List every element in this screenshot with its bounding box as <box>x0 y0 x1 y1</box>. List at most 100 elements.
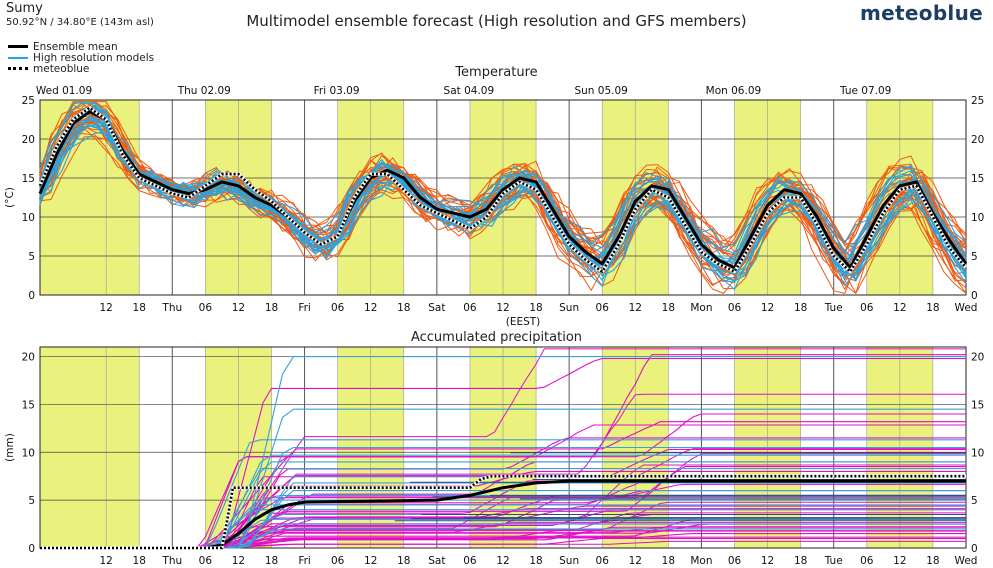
y-tick-label-right: 5 <box>971 495 978 507</box>
legend-label-high-resolution: High resolution models <box>33 51 155 64</box>
chart-legend: Ensemble mean High resolution models met… <box>8 40 155 75</box>
y-tick-label-left: 10 <box>22 447 35 459</box>
x-tick-label: 12 <box>232 555 245 567</box>
x-tick-label: 18 <box>133 555 146 567</box>
x-tick-label: 06 <box>331 302 345 314</box>
x-tick-label: Sun <box>559 302 579 314</box>
daylight-band <box>40 100 140 295</box>
meteoblue-temperature-line <box>38 106 967 273</box>
x-tick-label: 12 <box>99 302 112 314</box>
temperature-x-axis-label: (EEST) <box>506 316 541 328</box>
x-tick-label: Fri <box>298 555 311 567</box>
x-tick-label: 12 <box>364 302 377 314</box>
high-resolution-member-temperature-line <box>39 117 967 265</box>
x-tick-label: Wed <box>955 555 978 567</box>
x-tick-label: 18 <box>265 555 278 567</box>
y-tick-label-left: 5 <box>28 495 35 507</box>
x-tick-label: Thu <box>161 555 182 567</box>
y-tick-label-right: 15 <box>971 173 984 185</box>
x-tick-label: 12 <box>496 555 509 567</box>
day-label: Thu 02.09 <box>177 85 231 97</box>
y-tick-label-left: 25 <box>22 95 35 107</box>
x-tick-label: Sat <box>428 302 445 314</box>
precipitation-y-axis-label: (mm) <box>4 433 16 462</box>
y-tick-label-right: 10 <box>971 447 984 459</box>
day-label: Fri 03.09 <box>314 85 360 97</box>
location-name: Sumy <box>6 1 43 16</box>
x-tick-label: 12 <box>364 555 377 567</box>
x-tick-label: 06 <box>860 302 874 314</box>
y-tick-label-right: 5 <box>971 251 978 263</box>
y-tick-label-right: 25 <box>971 95 984 107</box>
legend-label-ensemble-mean: Ensemble mean <box>33 40 118 53</box>
x-tick-label: 12 <box>761 302 774 314</box>
x-tick-label: 06 <box>463 555 477 567</box>
y-tick-label-right: 15 <box>971 399 984 411</box>
y-tick-label-right: 10 <box>971 212 984 224</box>
x-tick-label: 18 <box>529 302 542 314</box>
y-tick-label-left: 5 <box>28 251 35 263</box>
x-tick-label: Tue <box>824 302 843 314</box>
day-label: Tue 07.09 <box>839 85 891 97</box>
x-tick-label: 18 <box>133 302 146 314</box>
x-tick-label: 06 <box>596 302 610 314</box>
meteoblue-precipitation-line <box>40 474 966 550</box>
x-tick-label: 18 <box>794 302 807 314</box>
y-tick-label-left: 10 <box>22 212 35 224</box>
y-tick-label-left: 15 <box>22 399 35 411</box>
x-tick-label: 12 <box>629 302 642 314</box>
daylight-band <box>40 347 140 548</box>
x-tick-label: Tue <box>824 555 843 567</box>
y-tick-label-right: 20 <box>971 352 984 364</box>
y-tick-label-left: 20 <box>22 352 35 364</box>
x-tick-label: 18 <box>926 555 939 567</box>
legend-swatch-high-resolution <box>8 56 28 59</box>
legend-item-ensemble-mean: Ensemble mean <box>8 40 154 53</box>
x-tick-label: Sun <box>559 555 579 567</box>
y-tick-label-right: 20 <box>971 134 984 146</box>
day-label: Sun 05.09 <box>574 85 627 97</box>
x-tick-label: 06 <box>199 302 213 314</box>
legend-label-meteoblue: meteoblue <box>33 62 90 75</box>
x-tick-label: 12 <box>99 555 112 567</box>
x-tick-label: 06 <box>860 555 874 567</box>
gfs-member-temperature-line <box>39 109 967 248</box>
y-tick-label-right: 0 <box>971 543 978 555</box>
y-tick-label-right: 0 <box>971 290 978 302</box>
y-tick-label-left: 0 <box>28 290 35 302</box>
x-tick-label: 12 <box>629 555 642 567</box>
gfs-member-temperature-line <box>39 113 967 255</box>
day-label: Wed 01.09 <box>36 85 92 97</box>
x-tick-label: 18 <box>662 555 675 567</box>
x-tick-label: 06 <box>728 302 742 314</box>
x-tick-label: 12 <box>893 302 906 314</box>
x-tick-label: 18 <box>265 302 278 314</box>
x-tick-label: Thu <box>161 302 182 314</box>
ensemble-mean-precipitation-line <box>40 479 966 550</box>
x-tick-label: 12 <box>761 555 774 567</box>
legend-item-high-resolution: High resolution models <box>8 51 155 64</box>
y-tick-label-left: 0 <box>28 543 35 555</box>
page-title: Multimodel ensemble forecast (High resol… <box>246 12 747 30</box>
x-tick-label: 18 <box>662 302 675 314</box>
brand-logo[interactable]: meteoblue <box>860 1 983 25</box>
high-resolution-member-temperature-line <box>39 109 967 290</box>
high-resolution-member-temperature-line <box>39 123 967 282</box>
x-tick-label: 18 <box>397 555 410 567</box>
x-tick-label: 18 <box>397 302 410 314</box>
x-tick-label: Sat <box>428 555 445 567</box>
x-tick-label: Fri <box>298 302 311 314</box>
x-tick-label: 06 <box>728 555 742 567</box>
legend-swatch-ensemble-mean <box>8 45 28 48</box>
legend-item-meteoblue: meteoblue <box>8 62 154 75</box>
legend-swatch-meteoblue <box>8 67 28 70</box>
x-tick-label: 18 <box>926 302 939 314</box>
temperature-y-axis-label: (°C) <box>4 187 16 208</box>
x-tick-label: 18 <box>529 555 542 567</box>
x-tick-label: Mon <box>690 555 712 567</box>
y-tick-label-left: 15 <box>22 173 35 185</box>
x-tick-label: 06 <box>199 555 213 567</box>
x-tick-label: 12 <box>893 555 906 567</box>
x-tick-label: 18 <box>794 555 807 567</box>
